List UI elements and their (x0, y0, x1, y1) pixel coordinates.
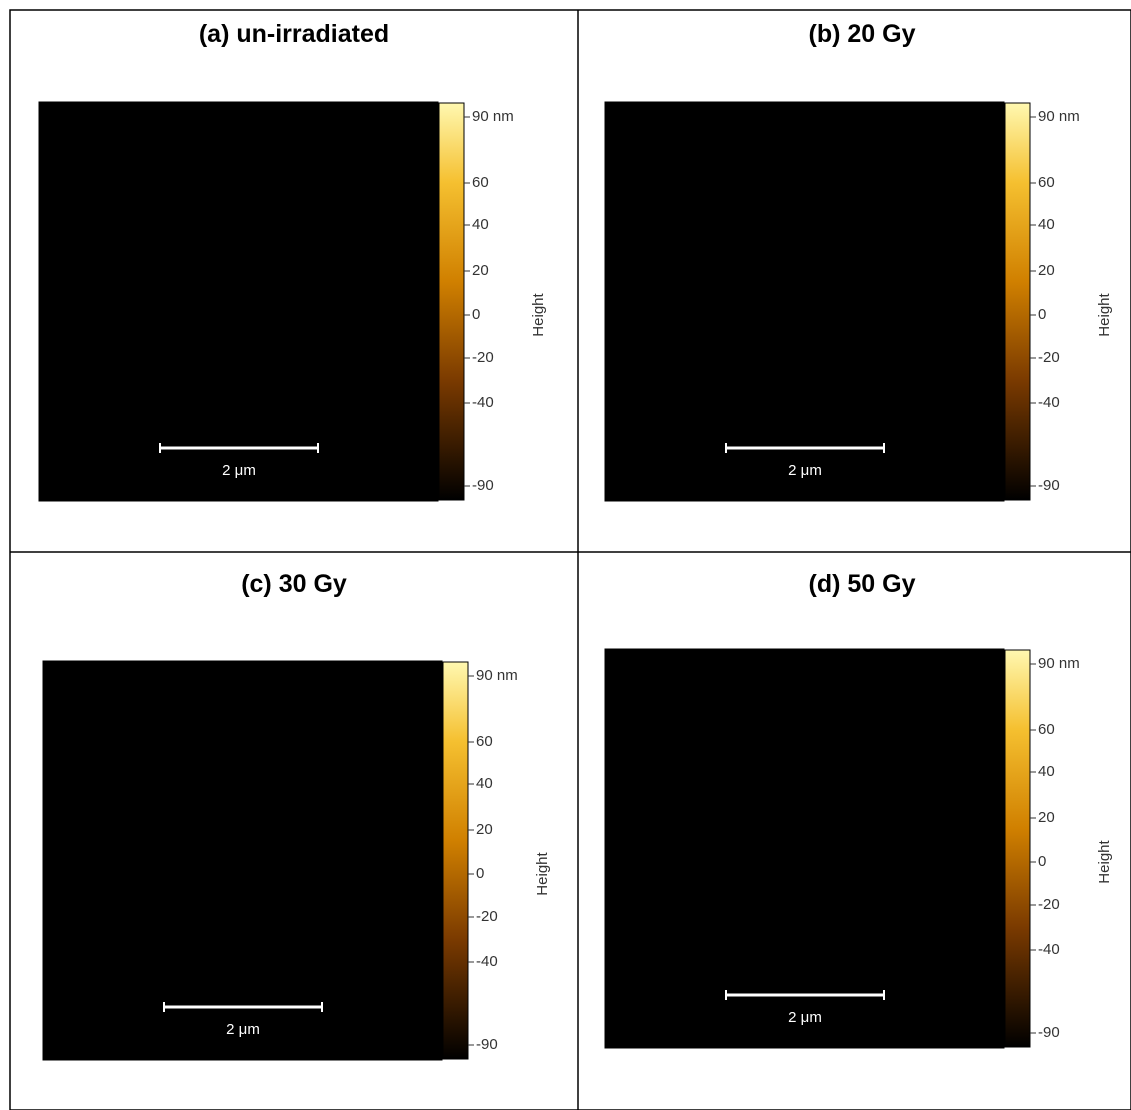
panel-title: (b) 20 Gy (809, 20, 916, 48)
colorbar-label: 0 (476, 865, 484, 882)
panel-title: (c) 30 Gy (241, 570, 347, 598)
colorbar-label: -90 (1038, 477, 1060, 494)
colorbar-label: -40 (1038, 941, 1060, 958)
colorbar-label: 0 (1038, 306, 1046, 323)
colorbar-label: -90 (472, 477, 494, 494)
colorbar-label: -20 (472, 349, 494, 366)
panel-title: (a) un-irradiated (199, 20, 389, 48)
colorbar-label: 90 nm (476, 667, 518, 684)
colorbar-title: Height (530, 292, 547, 336)
image-frame (38, 101, 439, 502)
afm-image (44, 662, 441, 1059)
colorbar-label: -40 (476, 953, 498, 970)
panel-title: (d) 50 Gy (809, 570, 916, 598)
colorbar-label: 60 (1038, 721, 1055, 738)
scale-bar-label: 2 μm (788, 462, 822, 479)
scale-bar-label: 2 μm (788, 1009, 822, 1026)
colorbar-title: Height (1096, 839, 1113, 883)
scale-bar-label: 2 μm (226, 1021, 260, 1038)
colorbar-label: 0 (472, 306, 480, 323)
colorbar-title: Height (534, 851, 551, 895)
colorbar (1004, 102, 1031, 501)
colorbar (438, 102, 465, 501)
colorbar-label: 20 (476, 821, 493, 838)
colorbar (1004, 649, 1031, 1048)
colorbar-label: -20 (1038, 896, 1060, 913)
afm-image (40, 103, 437, 500)
colorbar-label: -90 (476, 1036, 498, 1053)
colorbar-label: -90 (1038, 1024, 1060, 1041)
colorbar-label: 20 (1038, 262, 1055, 279)
colorbar-title: Height (1096, 292, 1113, 336)
colorbar-label: -20 (476, 908, 498, 925)
afm-image (606, 650, 1003, 1047)
afm-image (606, 103, 1003, 500)
image-frame (604, 101, 1005, 502)
colorbar-label: -40 (472, 394, 494, 411)
table-border (9, 9, 1131, 1110)
colorbar-label: 60 (476, 733, 493, 750)
colorbar-label: 40 (472, 216, 489, 233)
colorbar-label: -20 (1038, 349, 1060, 366)
colorbar-label: 90 nm (1038, 655, 1080, 672)
colorbar-label: 40 (476, 775, 493, 792)
colorbar-label: 20 (1038, 809, 1055, 826)
colorbar-label: -40 (1038, 394, 1060, 411)
colorbar-label: 0 (1038, 853, 1046, 870)
colorbar-label: 90 nm (1038, 108, 1080, 125)
colorbar (442, 661, 469, 1060)
scale-bar-label: 2 μm (222, 462, 256, 479)
image-frame (42, 660, 443, 1061)
image-frame (604, 648, 1005, 1049)
colorbar-label: 40 (1038, 216, 1055, 233)
colorbar-label: 40 (1038, 763, 1055, 780)
colorbar-label: 20 (472, 262, 489, 279)
colorbar-label: 90 nm (472, 108, 514, 125)
colorbar-label: 60 (472, 174, 489, 191)
colorbar-label: 60 (1038, 174, 1055, 191)
